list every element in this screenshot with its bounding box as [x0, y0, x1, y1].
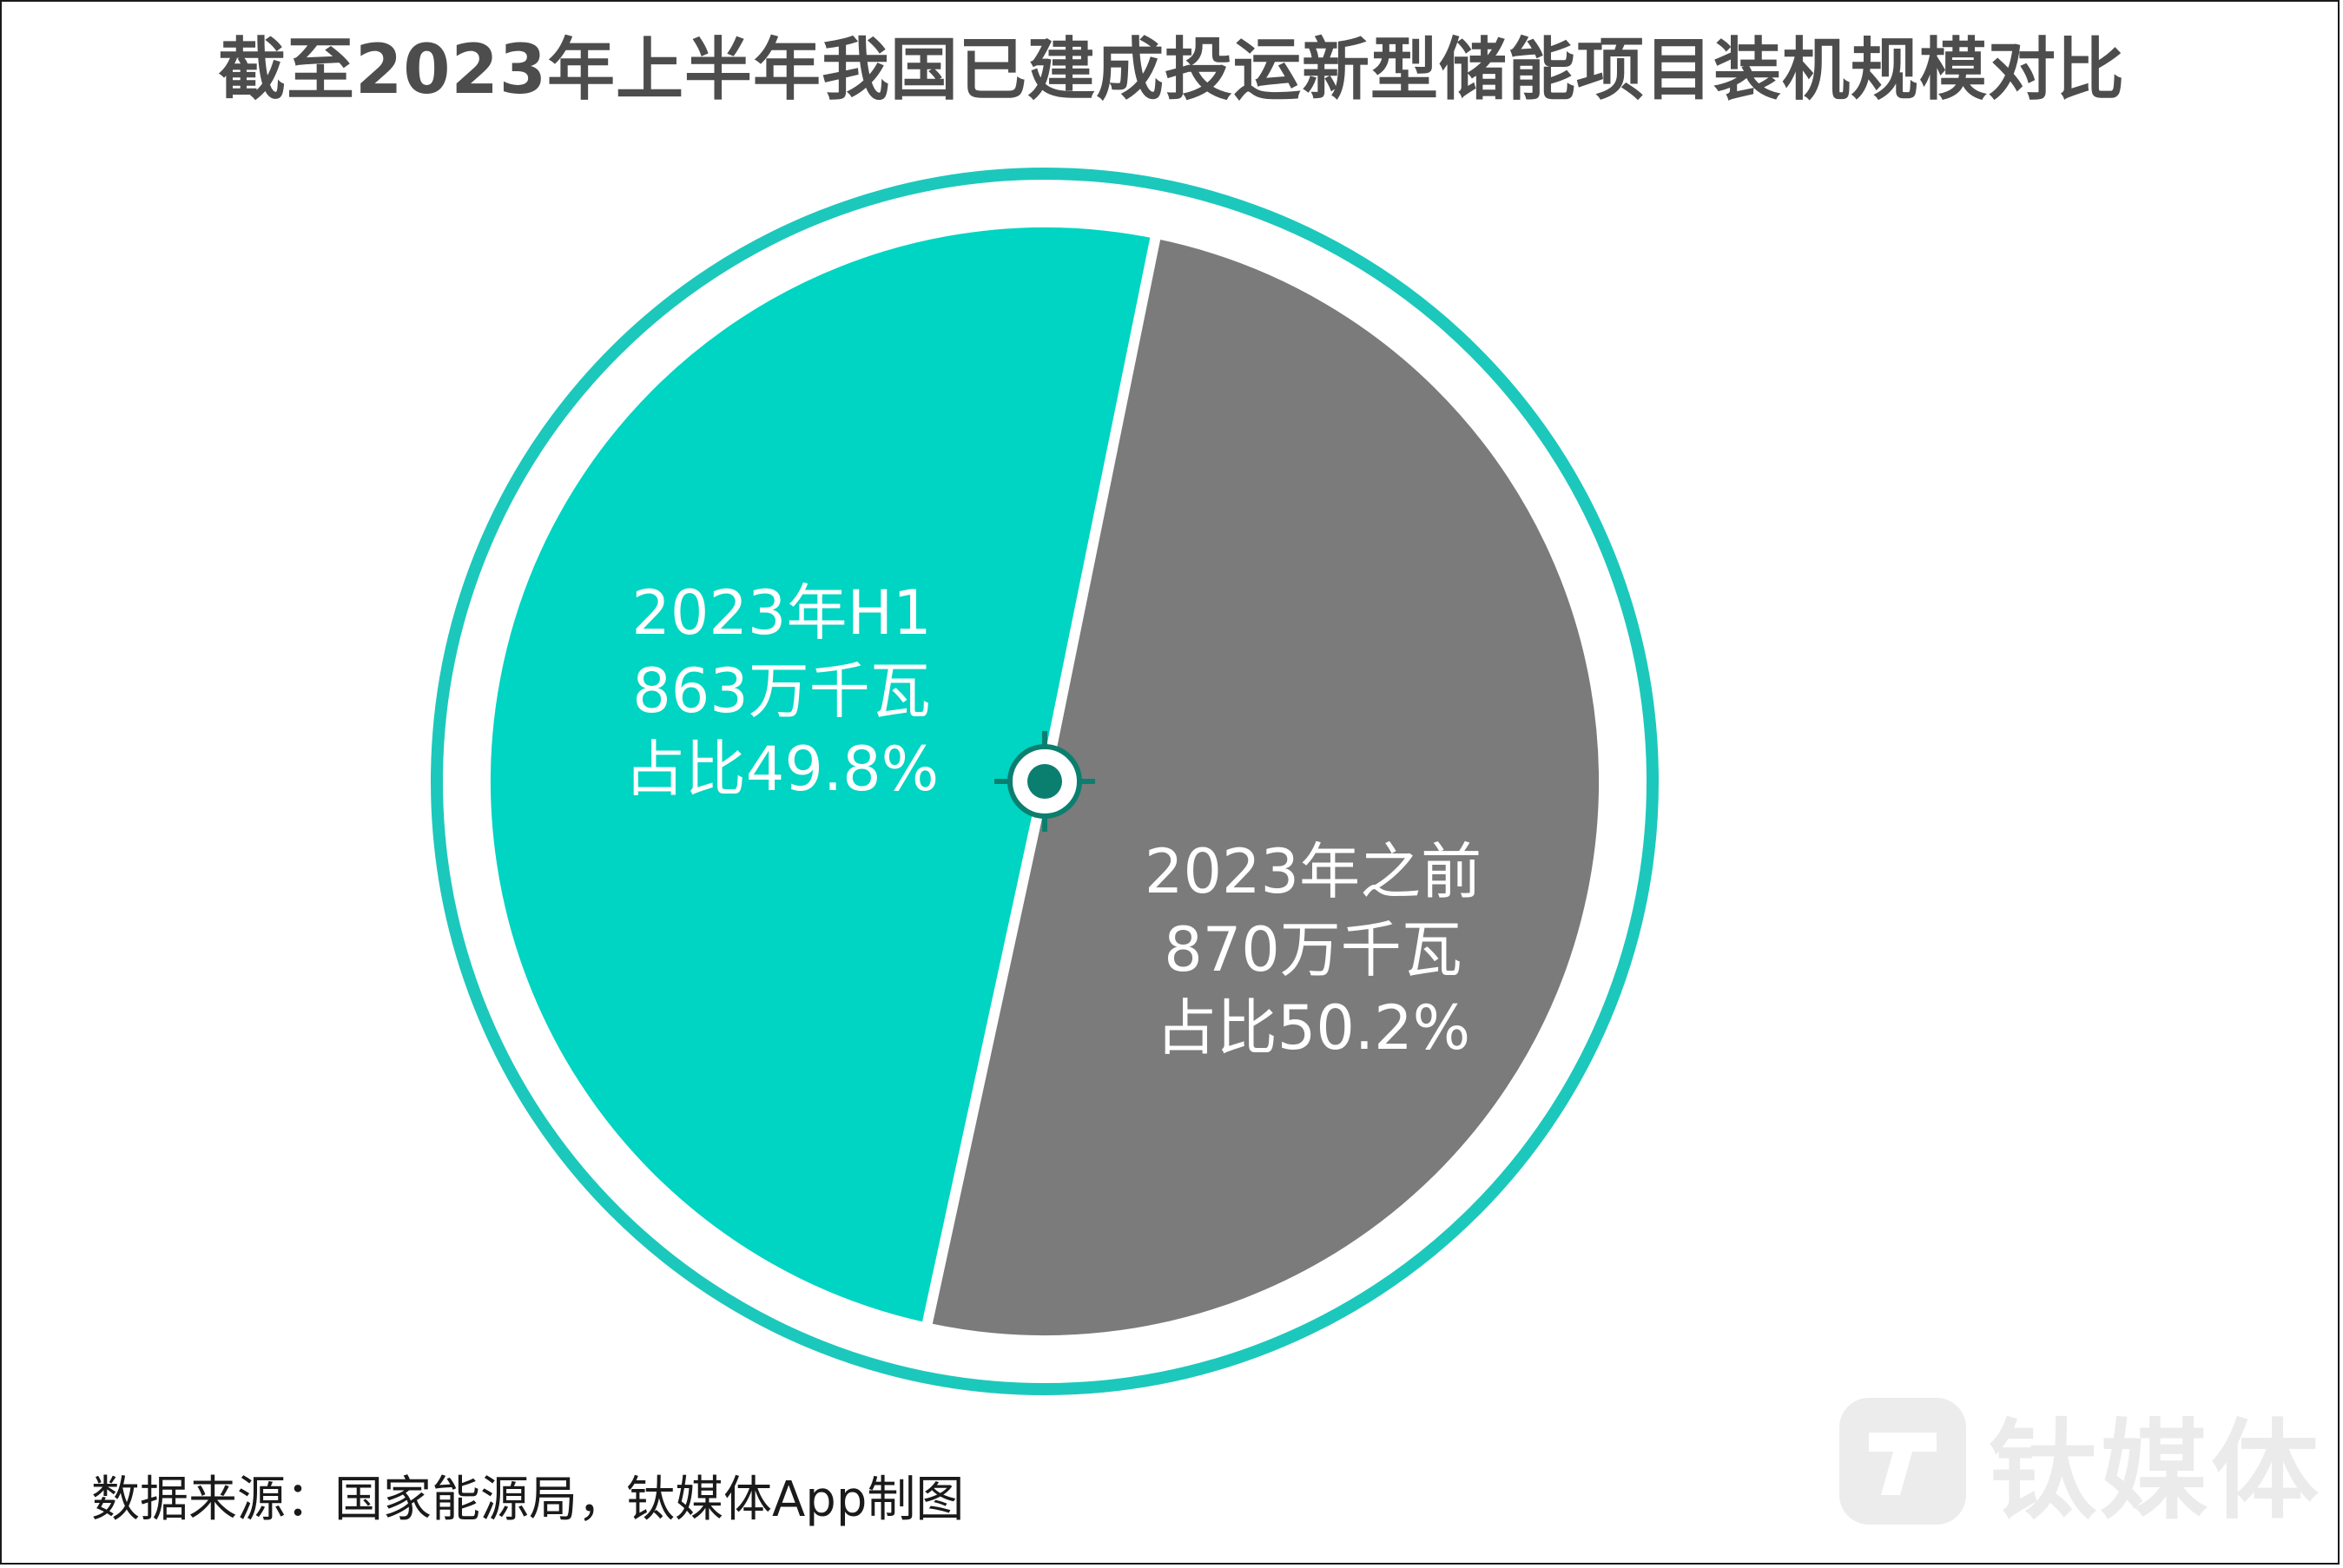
outer-ring [431, 168, 1659, 1395]
watermark-text: 钛媒体 [1989, 1409, 2323, 1534]
source-note: 数据来源：国家能源局，钛媒体App制图 [91, 1472, 965, 1528]
slice-label-name: 2023年H1 [631, 577, 931, 649]
slice-label-name: 2023年之前 [1145, 836, 1482, 907]
titanium-media-logo-icon [1839, 1398, 1966, 1525]
watermark: 钛媒体 [1839, 1396, 2322, 1534]
slice-label-value: 863万千瓦 [632, 656, 931, 727]
slice-label-group: 2023年之前 870万千瓦占比50.2% [1145, 836, 1482, 1064]
pie-slice [480, 217, 1163, 1334]
center-dot [1027, 764, 1062, 799]
chart-title: 截至2023年上半年我国已建成投运新型储能项目装机规模对比 [217, 31, 2126, 109]
slice-label-share: 占比50.2% [1156, 992, 1470, 1064]
slice-label-share: 占比49.8% [624, 734, 939, 805]
pie-slice [920, 227, 1610, 1346]
slice-label-value: 870万千瓦 [1164, 914, 1462, 985]
slice-label-group: 2023年H1 863万千瓦占比49.8% [624, 577, 939, 805]
